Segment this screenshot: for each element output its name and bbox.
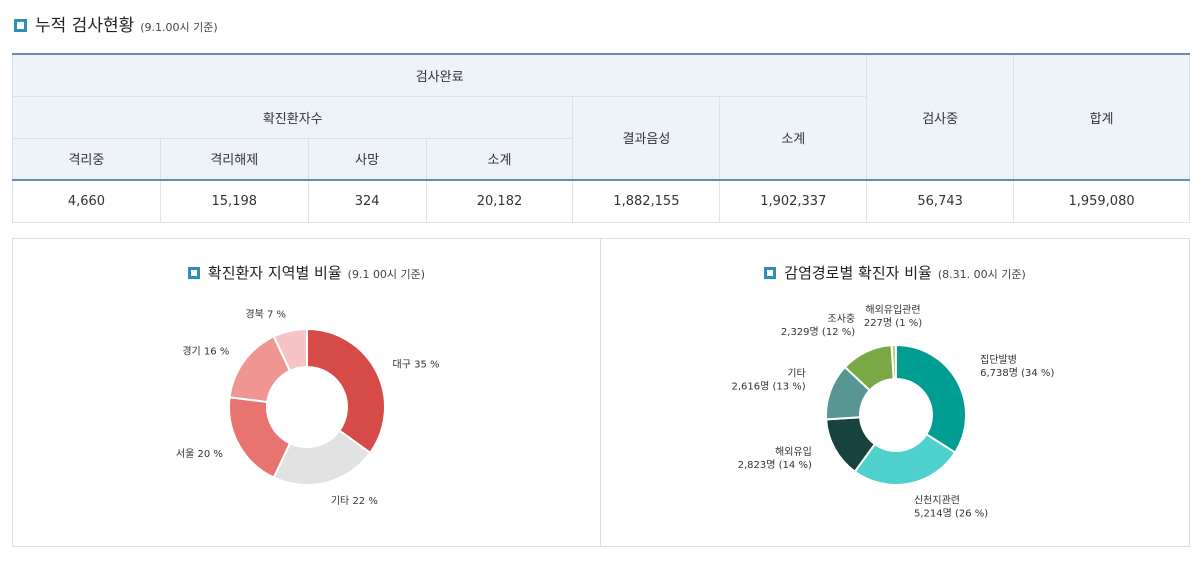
cell-subtotal-completed: 1,902,337 <box>719 179 868 223</box>
route-chart-subtitle: (8.31. 00시 기준) <box>937 268 1026 281</box>
slice-label: 조사중 2,329명 (12 %) <box>781 313 855 338</box>
header-released: 격리해제 <box>159 137 309 181</box>
pie-slice[interactable] <box>272 327 308 373</box>
header-subtotal-completed: 소계 <box>719 95 868 181</box>
testing-status-table: 검사완료 검사중 합계 확진환자수 결과음성 소계 격리중 격리해제 사망 소계… <box>11 53 1190 223</box>
header-testing: 검사중 <box>866 53 1015 181</box>
route-chart-panel: 감염경로별 확진자 비율 (8.31. 00시 기준) 집단발병 6,738명 (… <box>600 238 1190 547</box>
pie-slice[interactable] <box>306 327 386 455</box>
cell-isolated: 4,660 <box>12 179 161 223</box>
slice-label: 서울 20 % <box>176 448 223 460</box>
slice-label: 경기 16 % <box>182 345 229 358</box>
region-chart-title-text: 확진환자 지역별 비율 <box>207 264 342 282</box>
cell-negative: 1,882,155 <box>572 179 721 223</box>
slice-label: 대구 35 % <box>393 358 440 370</box>
route-chart-title: 감염경로별 확진자 비율 (8.31. 00시 기준) <box>601 262 1189 283</box>
header-total: 합계 <box>1013 53 1190 181</box>
slice-label: 기타 22 % <box>331 495 378 507</box>
pie-slice[interactable] <box>853 432 957 486</box>
route-donut-chart: 집단발병 6,738명 (34 %) 신천지관련 5,214명 (26 %) 해외유입 2… <box>731 303 1054 519</box>
cell-total: 1,959,080 <box>1013 179 1190 223</box>
slice-label: 기타 2,616명 (13 %) <box>731 367 805 392</box>
header-completed: 검사완료 <box>11 53 868 97</box>
region-donut-chart: 대구 35 % 기타 22 % 서울 20 % 경기 16 % 경북 7 % <box>176 307 440 507</box>
region-chart-subtitle: (9.1 00시 기준) <box>347 268 426 281</box>
page-title: 누적 검사현황 <box>35 16 135 36</box>
header-subtotal-confirmed: 소계 <box>425 137 574 181</box>
slice-label: 경북 7 % <box>245 307 286 320</box>
pie-slice[interactable] <box>890 343 897 381</box>
header-negative: 결과음성 <box>572 95 721 181</box>
section-title: 누적 검사현황 (9.1.00시 기준) <box>14 11 218 36</box>
cell-testing: 56,743 <box>866 179 1015 223</box>
region-chart-title: 확진환자 지역별 비율 (9.1 00시 기준) <box>13 262 600 283</box>
cell-released: 15,198 <box>159 179 309 223</box>
slice-label: 집단발병 6,738명 (34 %) <box>980 354 1054 379</box>
region-chart-panel: 확진환자 지역별 비율 (9.1 00시 기준) 대구 35 % 기타 22 % 서… <box>12 238 601 547</box>
square-bullet-icon <box>764 267 777 279</box>
square-bullet-icon <box>187 267 200 279</box>
cell-deaths: 324 <box>307 179 427 223</box>
square-bullet-icon <box>14 19 27 32</box>
header-deaths: 사망 <box>307 137 427 181</box>
pie-slice[interactable] <box>895 343 967 454</box>
page-subtitle: (9.1.00시 기준) <box>140 21 218 34</box>
header-isolated: 격리중 <box>12 137 161 181</box>
slice-label: 신천지관련 5,214명 (26 %) <box>914 494 988 519</box>
route-chart-title-text: 감염경로별 확진자 비율 <box>784 264 932 282</box>
header-confirmed: 확진환자수 <box>11 95 574 139</box>
cell-subtotal-confirmed: 20,182 <box>425 179 574 223</box>
table-row: 4,660 15,198 324 20,182 1,882,155 1,902,… <box>12 179 1190 223</box>
slice-label: 해외유입관련 227명 (1 %) <box>864 303 922 329</box>
slice-label: 해외유입 2,823명 (14 %) <box>738 445 812 471</box>
